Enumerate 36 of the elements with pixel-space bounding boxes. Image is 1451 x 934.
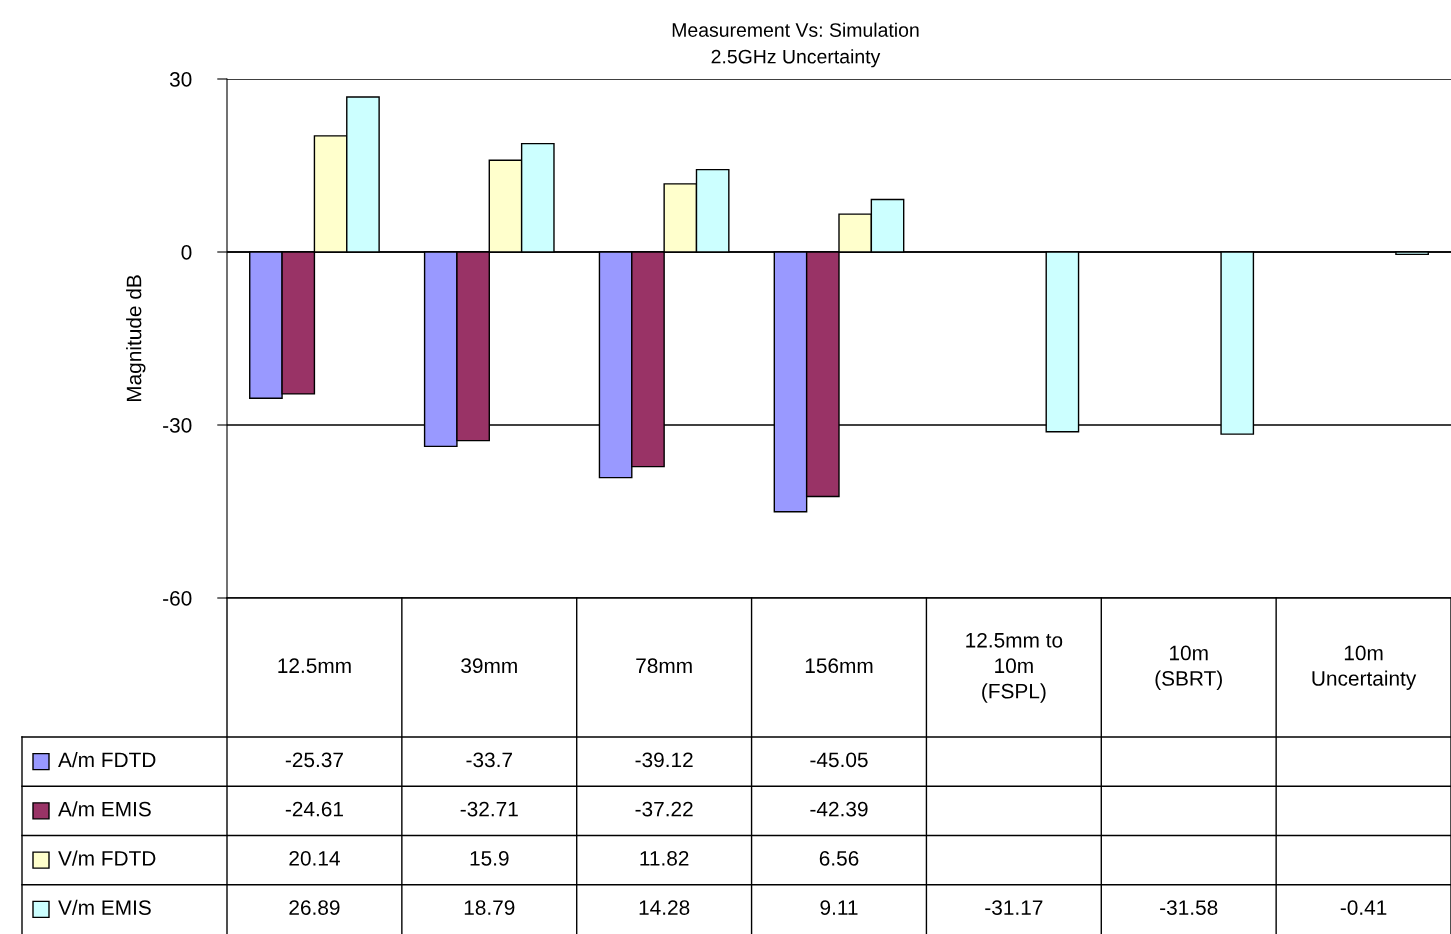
- data-label: 15.9: [470, 850, 509, 866]
- data-label: 20.14: [289, 850, 340, 866]
- legend-label: A/m EMIS: [58, 801, 151, 817]
- data-label: -33.7: [466, 752, 512, 768]
- y-axis-title: Magnitude dB: [126, 275, 146, 402]
- data-label: -0.41: [1340, 900, 1387, 915]
- x-tick-label: 10m (SBRT): [1155, 645, 1222, 690]
- y-tick-label: -30: [163, 418, 192, 433]
- data-label: 18.79: [464, 900, 515, 915]
- data-label: -42.39: [810, 801, 868, 817]
- y-tick-label: -60: [163, 591, 192, 606]
- x-tick-label: 12.5mm: [278, 658, 351, 674]
- data-label: -32.71: [460, 801, 518, 817]
- data-label: -31.17: [985, 900, 1043, 915]
- x-tick-label: 78mm: [636, 658, 692, 674]
- data-label: 9.11: [820, 900, 858, 915]
- data-label: -39.12: [635, 752, 693, 768]
- legend-label: V/m FDTD: [58, 850, 156, 866]
- x-tick-label: 39mm: [461, 658, 517, 674]
- x-tick-label: 156mm: [805, 658, 873, 674]
- data-label: -24.61: [285, 801, 343, 817]
- data-label: -31.58: [1160, 900, 1218, 915]
- chart-title: Measurement Vs: Simulation 2.5GHz Uncertainty: [672, 22, 919, 68]
- legend-label: V/m EMIS: [58, 899, 151, 915]
- data-label: 11.82: [640, 850, 689, 866]
- data-label: -45.05: [810, 752, 868, 768]
- y-tick-label: 30: [169, 72, 192, 87]
- x-tick-label: 10m Uncertainty: [1312, 645, 1417, 690]
- data-label: 6.56: [819, 850, 859, 866]
- data-label: 26.89: [289, 900, 340, 915]
- data-label: -25.37: [285, 752, 343, 768]
- y-tick-label: 0: [181, 245, 192, 260]
- data-label: -37.22: [635, 801, 693, 817]
- x-tick-label: 12.5mm to 10m (FSPL): [966, 632, 1063, 703]
- data-label: 14.28: [639, 900, 690, 915]
- legend-label: A/m FDTD: [58, 751, 156, 768]
